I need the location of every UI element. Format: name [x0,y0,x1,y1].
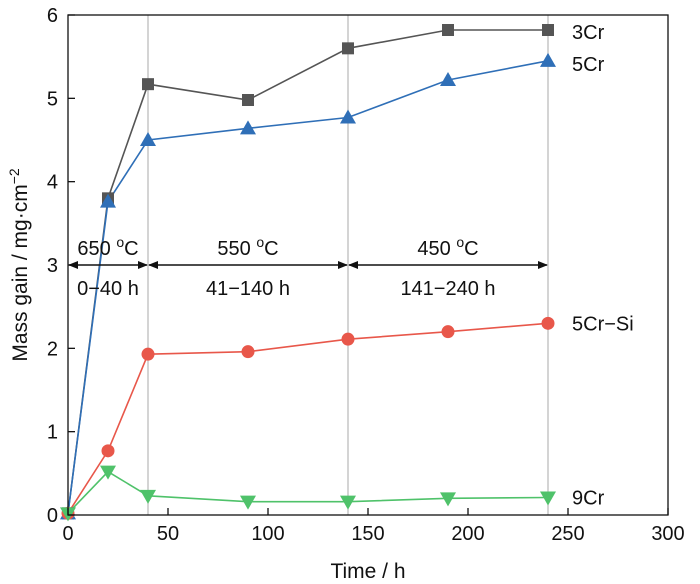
point-9cr-4 [340,495,356,510]
point-5cr-si-5 [441,325,455,339]
point-9cr-1 [100,465,116,480]
y-axis-title-exponent: −2 [6,168,22,184]
y-tick-label-6: 6 [47,5,58,27]
point-5cr-1 [100,193,116,208]
point-3cr-6 [542,24,554,36]
annotation-time-range-2: 141−240 h [400,278,495,300]
point-5cr-4 [340,109,356,124]
annotation-degree-1: o [256,234,264,250]
annotation-temperature-unit-0: C [124,238,138,260]
series-labels: 3Cr 5Cr 5Cr−Si 9Cr [572,22,634,510]
x-tick-label-250: 250 [551,523,584,545]
point-3cr-2 [142,78,154,91]
series-markers [60,24,556,522]
series-line-5cr-si [67,322,549,514]
point-5cr-6 [540,52,556,67]
series-line-3cr [67,29,548,514]
y-axis-ticks: 0 1 2 3 4 5 6 [47,5,75,527]
annotation-time-range-1: 41−140 h [206,278,290,300]
annotation-degree-2: o [456,234,464,250]
point-5cr-3 [240,120,256,135]
point-9cr-6 [540,491,556,506]
point-5cr-si-1 [101,444,115,458]
annotation-temperature-value-0: 650 [77,238,116,260]
annotation-degree-0: o [116,234,124,250]
point-5cr-5 [440,72,456,86]
y-tick-label-0: 0 [47,505,58,527]
y-tick-label-4: 4 [47,172,58,194]
y-tick-label-3: 3 [47,255,58,277]
annotation-temperature-unit-2: C [464,238,478,260]
annotation-temperature-0: 650 oC [77,234,138,260]
point-9cr-2 [140,489,156,504]
x-tick-label-50: 50 [157,523,179,545]
point-3cr-4 [342,42,354,55]
series-label-5cr-si: 5Cr−Si [572,313,634,335]
series-label-3cr: 3Cr [572,22,605,44]
y-tick-label-5: 5 [47,88,58,110]
point-3cr-5 [442,24,454,36]
point-5cr-si-6 [541,316,555,330]
series-lines [67,29,549,514]
annotation-temperature-unit-1: C [264,238,278,260]
x-axis-ticks: 0 50 100 150 200 250 300 [62,508,685,545]
annotation-temperature-2: 450 oC [417,234,478,260]
y-tick-label-1: 1 [47,422,58,444]
series-label-9cr: 9Cr [572,488,605,510]
x-tick-label-200: 200 [451,523,484,545]
y-axis-title-text: Mass gain / mg·cm [9,184,32,361]
y-tick-label-2: 2 [47,338,58,360]
point-5cr-2 [140,132,156,146]
annotation-temperature-value-1: 550 [217,238,256,260]
y-axis-title: Mass gain / mg·cm−2 [6,168,32,362]
point-9cr-5 [440,492,456,507]
point-5cr-si-2 [141,347,155,361]
point-5cr-si-4 [341,332,355,346]
x-tick-label-100: 100 [251,523,284,545]
annotation-temperature-value-2: 450 [417,238,456,260]
annotation-time-range-0: 0−40 h [77,278,139,300]
point-9cr-3 [240,495,256,510]
x-axis-title: Time / h [330,560,405,583]
series-label-5cr: 5Cr [572,54,605,76]
x-tick-label-0: 0 [62,523,73,545]
annotation-temperature-1: 550 oC [217,234,278,260]
x-tick-label-300: 300 [651,523,684,545]
point-5cr-si-3 [241,345,255,359]
point-3cr-3 [242,94,254,106]
x-tick-label-150: 150 [351,523,384,545]
series-line-9cr [67,470,549,514]
